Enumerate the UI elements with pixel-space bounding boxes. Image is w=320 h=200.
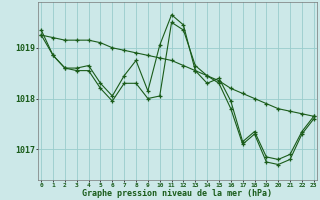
X-axis label: Graphe pression niveau de la mer (hPa): Graphe pression niveau de la mer (hPa) bbox=[83, 189, 273, 198]
